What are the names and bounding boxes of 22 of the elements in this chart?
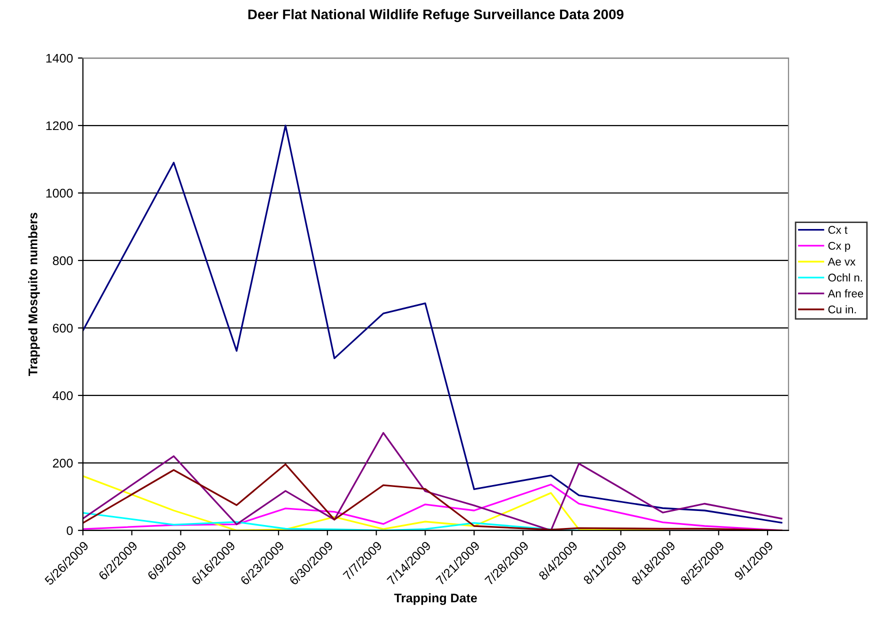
legend-label: Cx t [828,226,848,234]
y-axis-title: Trapped Mosquito numbers [28,212,40,376]
y-tick-label: 200 [52,458,73,468]
y-tick-label: 600 [52,324,73,333]
y-tick-label: 800 [52,256,73,266]
chart-title: Deer Flat National Wildlife Refuge Surveillance Data 2009 [248,9,624,22]
legend-label: Ae vx [828,258,856,266]
legend-label: An free [828,289,864,298]
line-series [82,432,782,530]
y-tick-label: 400 [52,391,73,400]
legend-label: Ochl n. [828,273,862,282]
y-tick-label: 0 [66,526,73,536]
line-series [82,463,782,530]
y-tick-label: 1000 [46,188,73,198]
line-series [82,512,580,530]
line-series [82,475,664,530]
x-axis-title: Trapping Date [394,593,477,605]
y-tick-label: 1200 [46,121,73,130]
y-tick-label: 1400 [46,54,73,63]
line-series [82,124,782,524]
legend-label: Cx p [828,242,850,252]
legend-label: Cu in. [828,305,856,314]
